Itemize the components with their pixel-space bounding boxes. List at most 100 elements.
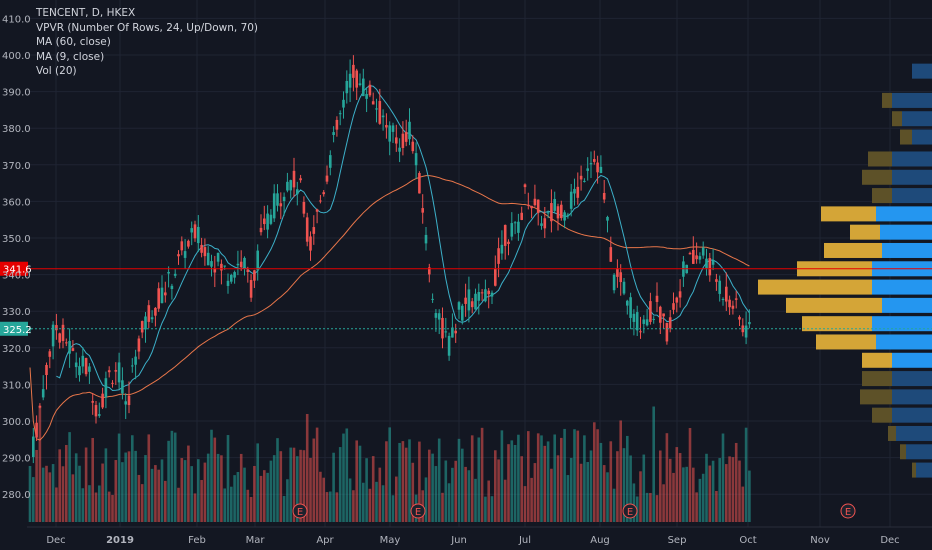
volume-bar <box>134 450 137 522</box>
volume-bar <box>279 451 283 522</box>
volume-bar <box>517 434 520 522</box>
candle-body <box>728 299 731 308</box>
time-tick-label: Aug <box>590 535 610 546</box>
vpvr-up-row <box>882 297 932 313</box>
legend-ma9[interactable]: MA (9, close) <box>36 50 105 63</box>
volume-bar <box>282 496 286 522</box>
time-tick-label: Sep <box>668 535 687 546</box>
vpvr-down-row <box>821 206 876 222</box>
volume-bar <box>424 477 428 522</box>
candle-body <box>236 263 240 266</box>
volume-bar <box>434 466 438 522</box>
candle-body <box>200 244 203 253</box>
volume-bar <box>662 484 665 522</box>
volume-bar <box>71 474 75 522</box>
volume-bar <box>358 445 362 522</box>
candle-body <box>596 162 599 173</box>
candle-body <box>41 389 45 398</box>
candle-body <box>160 287 164 304</box>
volume-bar <box>510 440 514 522</box>
candle-body <box>609 247 613 262</box>
candle-body <box>414 153 418 166</box>
volume-bar <box>612 488 616 522</box>
volume-bar <box>164 480 167 522</box>
volume-bar <box>51 464 55 522</box>
volume-bar <box>233 475 236 522</box>
candle-body <box>477 292 481 301</box>
volume-bar <box>312 438 316 522</box>
candle-body <box>586 168 589 171</box>
volume-bar <box>431 453 434 522</box>
legend-symbol[interactable]: TENCENT, D, HKEX <box>36 7 136 19</box>
volume-bar <box>180 458 184 522</box>
volume-bar <box>348 478 352 522</box>
candle-body <box>606 216 609 221</box>
candle-body <box>68 340 71 354</box>
volume-bar <box>131 435 134 522</box>
candle-body <box>447 335 451 356</box>
candle-body <box>348 73 352 88</box>
candle-body <box>32 436 35 458</box>
candle-body <box>563 212 566 221</box>
vpvr-down-row <box>862 169 892 185</box>
candle-body <box>672 303 675 310</box>
volume-bar <box>629 455 632 522</box>
legend-ma60[interactable]: MA (60, close) <box>36 36 111 49</box>
volume-bar <box>286 479 289 522</box>
legend-vpvr[interactable]: VPVR (Number Of Rows, 24, Up/Down, 70) <box>36 21 259 34</box>
candle-body <box>503 224 507 246</box>
vpvr-down-row <box>872 407 892 423</box>
candle-body <box>480 292 484 294</box>
vpvr-down-row <box>860 389 892 405</box>
candle-body <box>431 298 434 300</box>
price-tick-label: 300.0 <box>2 417 31 428</box>
volume-bar <box>741 486 745 522</box>
candle-body <box>203 247 207 257</box>
volume-bar <box>474 478 477 522</box>
volume-bar <box>305 413 309 522</box>
candle-body <box>602 192 606 200</box>
legend-vol[interactable]: Vol (20) <box>36 65 77 78</box>
time-tick-label: Dec <box>46 535 65 546</box>
candle-body <box>114 370 118 372</box>
price-axis[interactable]: 410.0 400.0 390.0 380.0 370.0 360.0 350.0 340.0… <box>2 14 31 501</box>
volume-bar <box>190 466 193 522</box>
volume-bar <box>395 476 398 522</box>
volume-bar <box>48 472 52 522</box>
candle-body <box>622 281 626 294</box>
candle-body <box>566 214 570 216</box>
volume-bar <box>391 495 395 522</box>
volume-bar <box>256 443 259 522</box>
volume-bar <box>65 444 68 522</box>
volume-bar <box>665 433 669 522</box>
candle-body <box>177 254 180 257</box>
candle-body <box>121 380 124 394</box>
candle-body <box>358 83 362 86</box>
candle-body <box>553 198 556 211</box>
volume-bar <box>398 442 401 522</box>
volume-bar <box>451 467 454 522</box>
volume-bar <box>695 492 698 522</box>
volume-bar <box>32 477 35 522</box>
candle-body <box>71 348 75 351</box>
candle-body <box>107 370 111 373</box>
volume-bar <box>652 406 655 522</box>
candle-body <box>536 199 540 213</box>
time-axis[interactable]: Dec 2019 Feb Mar Apr May Jun Jul Aug Sep Oct Nov Dec <box>27 526 932 546</box>
candle-body <box>556 206 560 219</box>
candle-body <box>437 313 441 320</box>
candle-body <box>332 132 335 135</box>
volume-bar <box>718 458 721 522</box>
vpvr-up-row <box>876 206 932 222</box>
candle-body <box>428 267 431 275</box>
volume-bar <box>596 429 599 522</box>
price-marker-badge <box>0 321 28 336</box>
volume-bar <box>715 491 718 522</box>
volume-bar <box>84 447 88 522</box>
volume-bar <box>586 462 589 522</box>
volume-bar <box>464 466 467 522</box>
volume-bar <box>140 484 144 522</box>
vpvr-up-row <box>892 188 932 204</box>
volume-bar <box>411 462 415 522</box>
